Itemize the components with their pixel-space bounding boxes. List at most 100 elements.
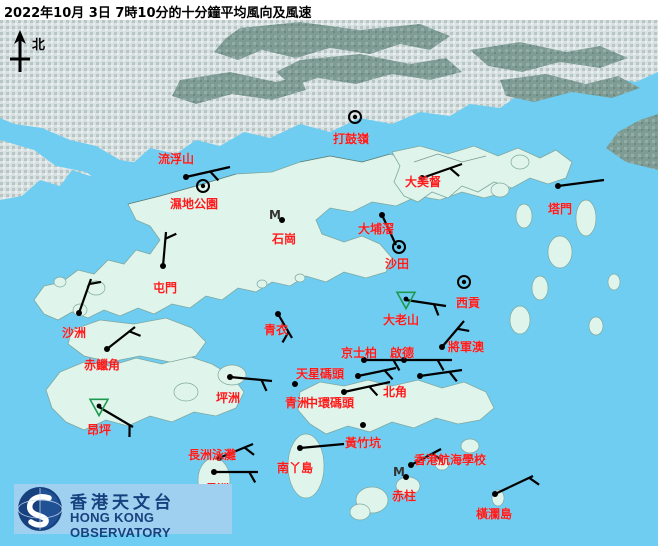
station-label-lau-fau-shan[interactable]: 流浮山 <box>158 152 195 166</box>
station-label-ta-kwu-ling[interactable]: 打鼓嶺 <box>333 132 370 146</box>
barb-flag <box>436 359 445 371</box>
station-marker-lau-fau-shan[interactable] <box>183 174 189 180</box>
station-label-tseung-kwan-o[interactable]: 將軍澳 <box>448 340 485 354</box>
station-label-hk-sea-school[interactable]: 香港航海學校 <box>414 453 487 467</box>
wind-barb-ngong-ping <box>98 406 134 438</box>
wind-barb-central-pier <box>343 380 391 397</box>
station-label-waglan-island[interactable]: 橫瀾島 <box>476 507 513 521</box>
station-marker-tuen-mun[interactable] <box>160 263 166 269</box>
station-marker-tseung-kwan-o[interactable] <box>439 344 445 350</box>
station-label-cheung-chau-beach[interactable]: 長洲泳灘 <box>188 448 237 462</box>
barb-flag <box>383 369 394 381</box>
barb-flag <box>448 371 458 382</box>
station-marker-tap-mun[interactable] <box>555 183 561 189</box>
anemometer-m-marker: M <box>393 465 405 479</box>
barb-flag <box>260 379 268 392</box>
hko-name-en: HONG KONG OBSERVATORY <box>70 510 171 540</box>
station-marker-waglan-island[interactable] <box>492 491 498 497</box>
station-label-peng-chau[interactable]: 坪洲 <box>216 391 241 405</box>
station-marker-lamma-island[interactable] <box>297 445 303 451</box>
mainland-vegetation <box>214 22 450 60</box>
title-bar: 2022年10月 3日 7時10分的十分鐘平均風向及風速 <box>0 0 658 21</box>
station-label-tai-mei-tuk[interactable]: 大美督 <box>405 175 442 189</box>
station-marker-ta-kwu-ling[interactable] <box>348 110 362 124</box>
hko-logo-icon <box>16 485 64 533</box>
station-marker-shek-kong[interactable]: M <box>269 208 285 223</box>
wind-barb-tai-po-kau <box>381 214 397 246</box>
wind-barb-north-point <box>419 368 463 382</box>
wind-barb-tate-cairn <box>405 298 447 316</box>
station-label-tsing-yi[interactable]: 青衣 <box>264 323 289 337</box>
station-label-green-island[interactable]: 青洲 <box>285 396 310 410</box>
station-label-north-point[interactable]: 北角 <box>383 385 408 399</box>
anemometer-m-marker: M <box>269 208 281 222</box>
station-marker-kings-park[interactable] <box>361 357 367 363</box>
station-label-central-pier[interactable]: 中環碼頭 <box>306 396 355 410</box>
wind-barb-lamma-island <box>299 442 345 450</box>
station-label-wong-chuk-hang[interactable]: 黃竹坑 <box>345 436 382 450</box>
station-marker-peng-chau[interactable] <box>227 374 233 380</box>
station-marker-tate-cairn[interactable] <box>395 291 417 311</box>
barb-flag <box>248 471 257 483</box>
barb-flag <box>281 331 290 343</box>
station-marker-chek-lap-kok[interactable] <box>104 346 110 352</box>
barb-flag <box>128 330 141 337</box>
wind-barb-cheung-chau <box>214 470 258 483</box>
station-label-shek-kong[interactable]: 石崗 <box>272 232 297 246</box>
station-marker-ngong-ping[interactable] <box>88 398 110 418</box>
wind-barb-star-ferry <box>357 366 397 381</box>
barb-flag <box>431 452 443 462</box>
station-label-sha-chau[interactable]: 沙洲 <box>62 326 87 340</box>
wind-barb-peng-chau <box>229 375 273 392</box>
station-label-tate-cairn[interactable]: 大老山 <box>383 313 420 327</box>
wind-barb-tuen-mun <box>161 231 177 267</box>
station-label-sha-tin[interactable]: 沙田 <box>385 257 410 271</box>
mainland-vegetation-4 <box>500 74 640 102</box>
deep-bay-inner <box>112 160 276 208</box>
station-label-kings-park[interactable]: 京士柏 <box>341 346 378 360</box>
station-marker-sha-chau[interactable] <box>76 310 82 316</box>
map-geography <box>0 20 658 546</box>
wind-barb-sha-chau <box>77 278 102 314</box>
station-label-star-ferry[interactable]: 天星碼頭 <box>296 367 345 381</box>
station-marker-sha-tin[interactable] <box>392 240 406 254</box>
station-marker-green-island[interactable] <box>292 381 298 387</box>
station-marker-tai-po-kau[interactable] <box>379 212 385 218</box>
station-label-tuen-mun[interactable]: 屯門 <box>153 281 178 295</box>
small-islands <box>53 154 621 521</box>
station-marker-central-pier[interactable] <box>341 389 347 395</box>
wind-barb-chek-lap-kok <box>106 326 141 350</box>
station-marker-wong-chuk-hang[interactable] <box>360 422 366 428</box>
station-label-tai-po-kau[interactable]: 大埔滘 <box>358 222 395 236</box>
station-marker-cheung-chau[interactable] <box>211 469 217 475</box>
station-marker-hk-sea-school[interactable] <box>408 462 414 468</box>
station-marker-stanley[interactable]: M <box>393 465 409 480</box>
station-marker-tai-mei-tuk[interactable] <box>419 175 425 181</box>
station-label-stanley[interactable]: 赤柱 <box>392 489 417 503</box>
wind-barb-tai-mei-tuk <box>421 162 463 180</box>
station-marker-tsing-yi[interactable] <box>275 311 281 317</box>
station-marker-wetland-park[interactable] <box>196 179 210 193</box>
station-marker-north-point[interactable] <box>417 373 423 379</box>
station-label-tap-mun[interactable]: 塔門 <box>548 202 573 216</box>
hko-name-cn: 香港天文台 <box>70 493 175 513</box>
barb-flag <box>528 476 540 486</box>
station-label-lamma-island[interactable]: 南丫島 <box>277 461 314 475</box>
station-marker-sai-kung[interactable] <box>457 275 471 289</box>
station-marker-cheung-chau-beach[interactable] <box>216 455 222 461</box>
station-label-kai-tak[interactable]: 啟德 <box>390 346 415 360</box>
barb-flag <box>432 303 440 316</box>
station-label-ngong-ping[interactable]: 昂坪 <box>87 423 112 437</box>
station-label-sai-kung[interactable]: 西貢 <box>456 296 481 310</box>
barb-flag <box>449 167 460 177</box>
station-marker-kai-tak[interactable] <box>401 357 407 363</box>
station-label-wetland-park[interactable]: 濕地公園 <box>170 197 219 211</box>
station-marker-star-ferry[interactable] <box>355 373 361 379</box>
lantau-island <box>45 355 245 431</box>
wind-barb-kai-tak <box>404 358 452 371</box>
barb-flag <box>368 385 379 397</box>
station-label-chek-lap-kok[interactable]: 赤鱲角 <box>84 358 121 372</box>
mainland-vegetation-5 <box>172 72 306 104</box>
barb-flag <box>89 280 102 286</box>
